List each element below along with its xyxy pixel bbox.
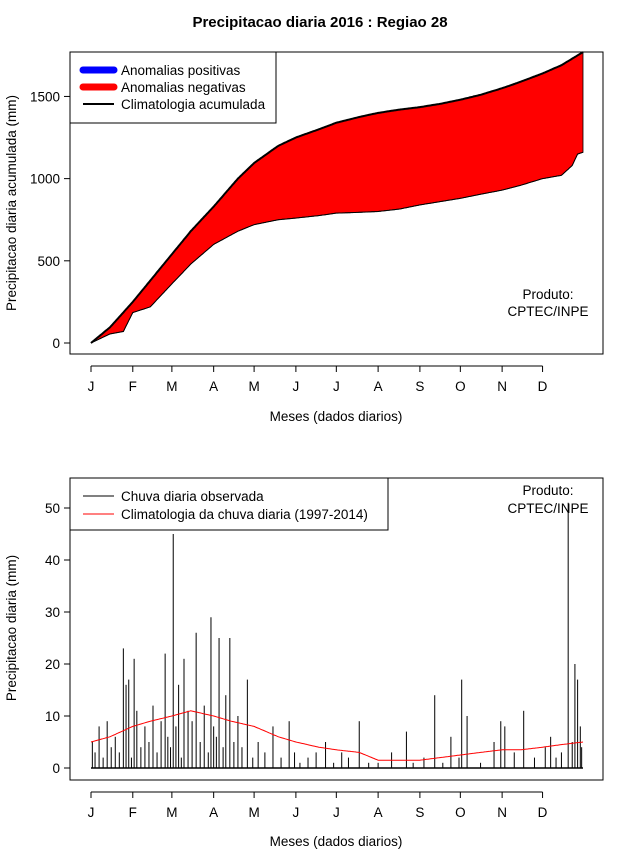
daily-x-tick-label: F [129, 805, 137, 820]
daily-y-axis: 0 10 20 30 40 50 [45, 501, 71, 776]
daily-x-tick-label: A [209, 805, 218, 820]
daily-y-label: Precipitacao diaria (mm) [4, 555, 19, 701]
cumulative-credit-line2: CPTEC/INPE [507, 304, 588, 319]
cumulative-x-tick-label: J [333, 379, 340, 394]
cumulative-y-tick-label: 500 [37, 254, 60, 269]
cumulative-x-label: Meses (dados diarios) [270, 409, 403, 424]
daily-x-label: Meses (dados diarios) [270, 834, 403, 849]
daily-x-tick-label: J [88, 805, 95, 820]
daily-credit-line1: Produto: [522, 483, 573, 498]
daily-plot-area [90, 502, 584, 769]
cumulative-x-tick-label: M [248, 379, 259, 394]
daily-x-tick-label: M [248, 805, 259, 820]
cumulative-x-tick-label: O [455, 379, 466, 394]
daily-legend: Chuva diaria observada Climatologia da c… [69, 477, 389, 531]
cumulative-x-tick-label: A [209, 379, 218, 394]
cumulative-x-tick-label: M [166, 379, 177, 394]
daily-credit-line2: CPTEC/INPE [507, 501, 588, 516]
cumulative-x-tick-label: S [415, 379, 424, 394]
legend-daily-climatology-label: Climatologia da chuva diaria (1997-2014) [121, 507, 368, 522]
daily-x-tick-label: J [333, 805, 340, 820]
cumulative-y-tick-label: 1000 [30, 172, 60, 187]
cumulative-legend: Anomalias positivas Anomalias negativas … [69, 51, 277, 124]
cumulative-panel: 0 500 1000 1500 J F M A M J J A S O N D Meses (dados d… [4, 51, 604, 424]
cumulative-x-tick-label: A [374, 379, 383, 394]
daily-y-tick-label: 10 [45, 709, 60, 724]
cumulative-y-label: Precipitacao diaria acumulada (mm) [4, 95, 19, 311]
daily-y-tick-label: 40 [45, 553, 60, 568]
daily-panel: 0 10 20 30 40 50 J F M A M J J A S O N D Meses (dados di… [4, 477, 604, 849]
daily-x-tick-label: O [455, 805, 466, 820]
daily-x-tick-label: S [415, 805, 424, 820]
cumulative-y-axis: 0 500 1000 1500 [30, 89, 71, 351]
cumulative-x-tick-label: J [88, 379, 95, 394]
cumulative-plot-area [90, 51, 584, 344]
daily-x-tick-label: N [497, 805, 507, 820]
daily-x-tick-label: D [538, 805, 548, 820]
chart-title: Precipitacao diaria 2016 : Regiao 28 [192, 14, 448, 31]
cumulative-observed-line [90, 151, 584, 344]
daily-y-tick-label: 0 [52, 761, 60, 776]
cumulative-y-tick-label: 0 [52, 336, 60, 351]
legend-observed-label: Chuva diaria observada [121, 489, 264, 504]
daily-climatology-line [90, 710, 584, 761]
legend-negative-label: Anomalias negativas [121, 80, 246, 95]
daily-x-tick-label: M [166, 805, 177, 820]
cumulative-x-tick-label: D [538, 379, 548, 394]
daily-y-tick-label: 50 [45, 501, 60, 516]
daily-y-tick-label: 30 [45, 605, 60, 620]
cumulative-x-tick-label: J [293, 379, 300, 394]
daily-legend-box [69, 477, 389, 531]
legend-positive-label: Anomalias positivas [121, 63, 241, 78]
cumulative-y-tick-label: 1500 [30, 89, 60, 104]
legend-climatology-label: Climatologia acumulada [121, 97, 266, 112]
daily-x-tick-label: A [374, 805, 383, 820]
daily-x-tick-label: J [293, 805, 300, 820]
cumulative-climatology-line [90, 51, 584, 344]
cumulative-x-tick-label: N [497, 379, 507, 394]
daily-y-tick-label: 20 [45, 657, 60, 672]
cumulative-x-tick-label: F [129, 379, 137, 394]
cumulative-credit-line1: Produto: [522, 287, 573, 302]
